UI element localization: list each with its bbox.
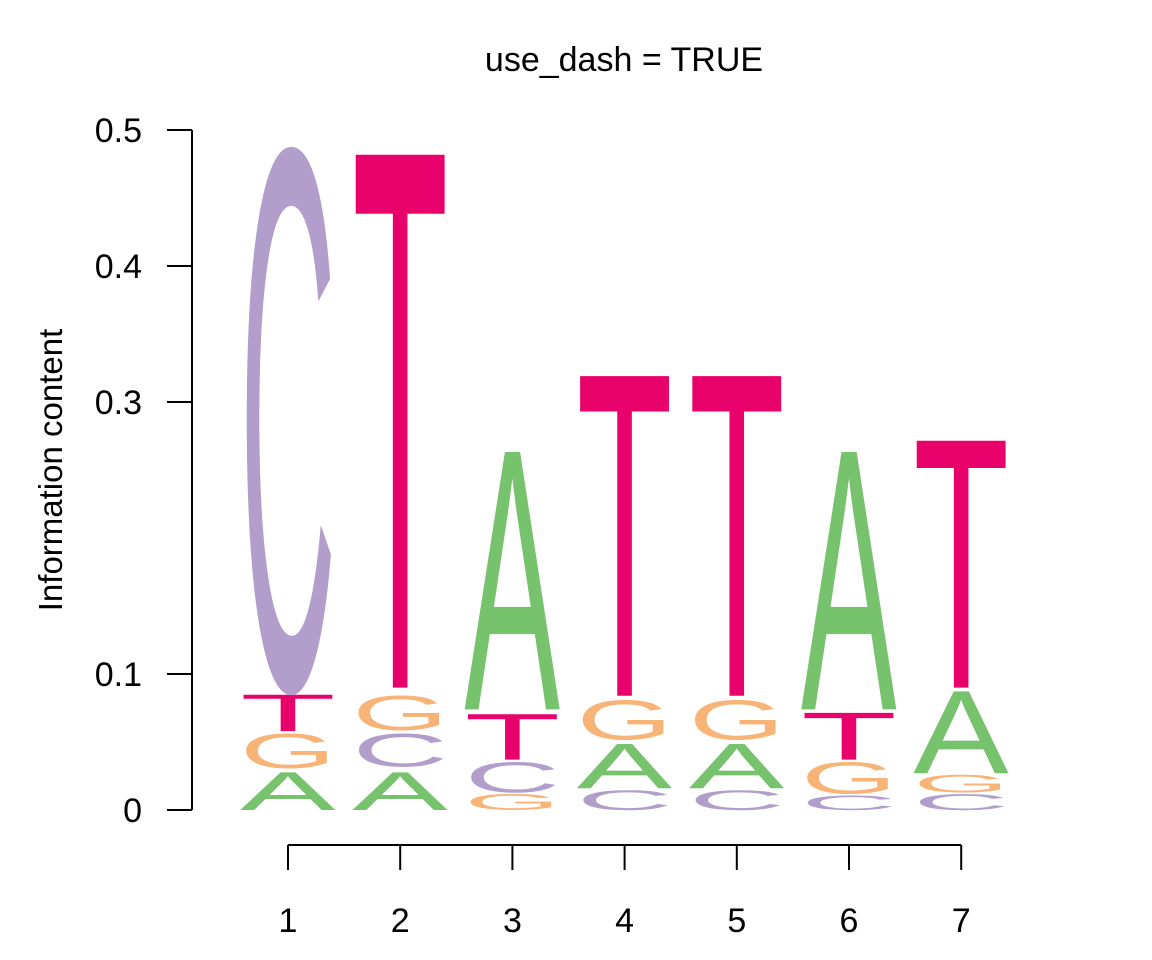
y-tick-label: 0.5 — [95, 112, 142, 150]
letter-t-pos-6: T — [801, 698, 897, 774]
letter-g-pos-5: G — [689, 689, 785, 752]
x-axis: 1 2 3 4 5 6 7 — [279, 844, 971, 940]
x-tick-label: 5 — [727, 902, 746, 940]
letter-c-pos-7: C — [913, 790, 1009, 815]
letter-g-pos-7: G — [913, 770, 1009, 798]
letter-g-pos-6: G — [801, 753, 897, 804]
letter-c-pos-1: C — [240, 0, 336, 852]
y-axis: 0 0.1 0.3 0.4 0.5 — [95, 112, 193, 830]
letter-c-pos-3: C — [464, 753, 560, 802]
x-tick-label: 4 — [615, 902, 634, 940]
chart-title: use_dash = TRUE — [485, 41, 763, 79]
letter-t-pos-5: T — [689, 275, 785, 795]
letter-a-pos-5: A — [689, 730, 785, 802]
letter-a-pos-4: A — [577, 730, 673, 802]
letter-t-pos-3: T — [464, 700, 560, 774]
x-tick-label: 1 — [279, 902, 298, 940]
letter-t-pos-1: T — [240, 683, 336, 742]
x-tick-label: 3 — [503, 902, 522, 940]
letter-g-pos-3: G — [464, 790, 560, 815]
letter-c-pos-5: C — [689, 785, 785, 817]
letter-a-pos-6: A — [801, 373, 897, 790]
letter-c-pos-2: C — [352, 724, 448, 777]
x-tick-label: 6 — [840, 902, 859, 940]
x-tick-label: 7 — [952, 902, 971, 940]
x-tick-label: 2 — [391, 902, 410, 940]
letter-a-pos-7: A — [913, 666, 1009, 799]
y-axis-label: Information content — [32, 329, 69, 612]
y-tick-label: 0.1 — [95, 656, 142, 694]
letter-a-pos-2: A — [352, 761, 448, 822]
letter-a-pos-3: A — [464, 373, 560, 790]
letter-t-pos-2: T — [352, 0, 448, 853]
y-tick-label: 0 — [123, 792, 142, 830]
letter-a-pos-1: A — [240, 761, 336, 822]
y-tick-label: 0.4 — [95, 248, 142, 286]
letter-g-pos-4: G — [577, 689, 673, 752]
letter-t-pos-7: T — [913, 362, 1009, 764]
letter-t-pos-4: T — [577, 275, 673, 795]
letter-g-pos-2: G — [352, 685, 448, 740]
letter-c-pos-6: C — [801, 791, 897, 814]
letter-g-pos-1: G — [240, 723, 336, 778]
y-tick-label: 0.3 — [95, 384, 142, 422]
letter-c-pos-4: C — [577, 785, 673, 817]
